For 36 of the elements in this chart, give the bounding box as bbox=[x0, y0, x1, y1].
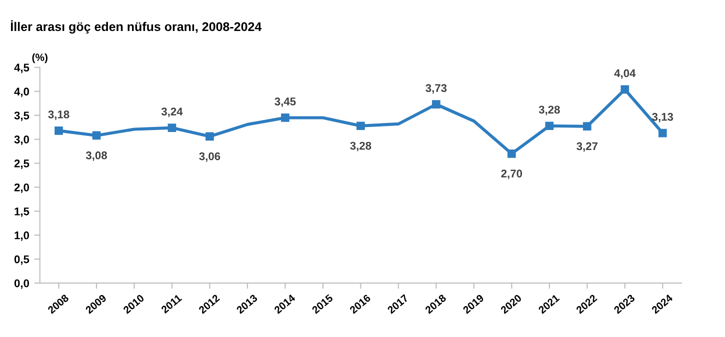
point bbox=[658, 128, 667, 138]
point bbox=[356, 122, 365, 130]
y-tick-label: 4,5 bbox=[14, 64, 30, 74]
data-label: 3,28 bbox=[350, 142, 372, 152]
point bbox=[168, 124, 176, 132]
data-label: 2,70 bbox=[501, 170, 522, 180]
point bbox=[432, 100, 440, 108]
data-label: 3,08 bbox=[86, 151, 107, 161]
data-label: 3,73 bbox=[426, 84, 447, 94]
y-tick-label: 0,5 bbox=[14, 255, 30, 265]
data-label: 3,06 bbox=[199, 152, 220, 162]
data-label: 3,28 bbox=[538, 106, 560, 116]
data-label: 4,04 bbox=[614, 69, 636, 79]
point bbox=[54, 126, 63, 135]
data-label: 3,24 bbox=[161, 108, 183, 118]
point bbox=[281, 114, 290, 122]
data-label: 3,45 bbox=[274, 98, 296, 108]
y-tick-label: 3,5 bbox=[14, 112, 30, 122]
point bbox=[545, 122, 554, 130]
y-tick-label: 4,0 bbox=[14, 88, 30, 98]
data-label: 3,18 bbox=[48, 110, 70, 120]
data-label: 3,13 bbox=[652, 112, 674, 122]
y-tick-label: 2,5 bbox=[14, 160, 30, 170]
point bbox=[582, 122, 592, 131]
point bbox=[92, 131, 101, 140]
y-tick-label: 2,0 bbox=[14, 183, 30, 193]
y-tick-label: 1,5 bbox=[14, 208, 30, 217]
y-tick-label: 1,0 bbox=[14, 231, 30, 241]
y-tick-label: 0,0 bbox=[14, 279, 30, 289]
point bbox=[620, 85, 630, 94]
y-tick-label: 3,0 bbox=[14, 136, 30, 146]
y-axis-title: (%) bbox=[32, 53, 48, 64]
chart-title: İller arası göç eden nüfus oranı, 2008-2024 bbox=[10, 20, 262, 34]
data-label: 3,27 bbox=[576, 142, 598, 152]
point bbox=[206, 132, 214, 141]
point bbox=[507, 150, 516, 158]
